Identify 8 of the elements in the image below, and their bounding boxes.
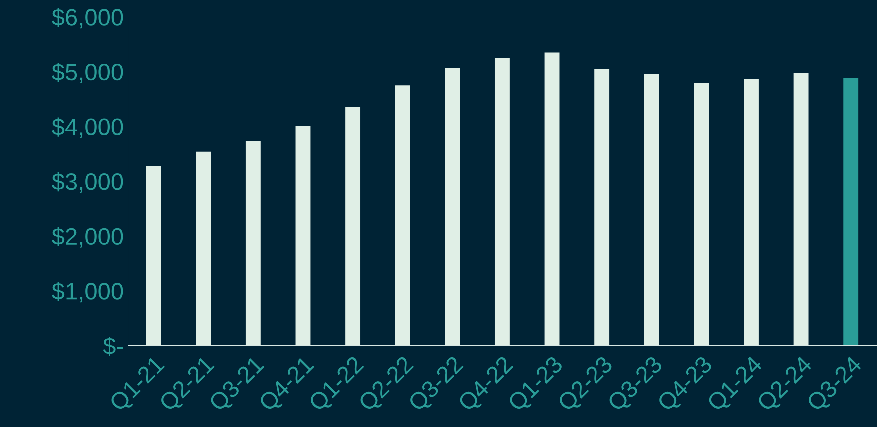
y-tick-label: $6,000 [52,8,124,29]
y-tick-label: $1,000 [52,282,124,303]
y-tick-label: $5,000 [52,62,124,84]
y-tick-label: $3,000 [52,172,124,194]
y-tick-label: $- [103,336,124,356]
y-tick-label: $4,000 [52,118,124,138]
bar [844,78,859,346]
y-tick-label: $2,000 [52,227,124,248]
